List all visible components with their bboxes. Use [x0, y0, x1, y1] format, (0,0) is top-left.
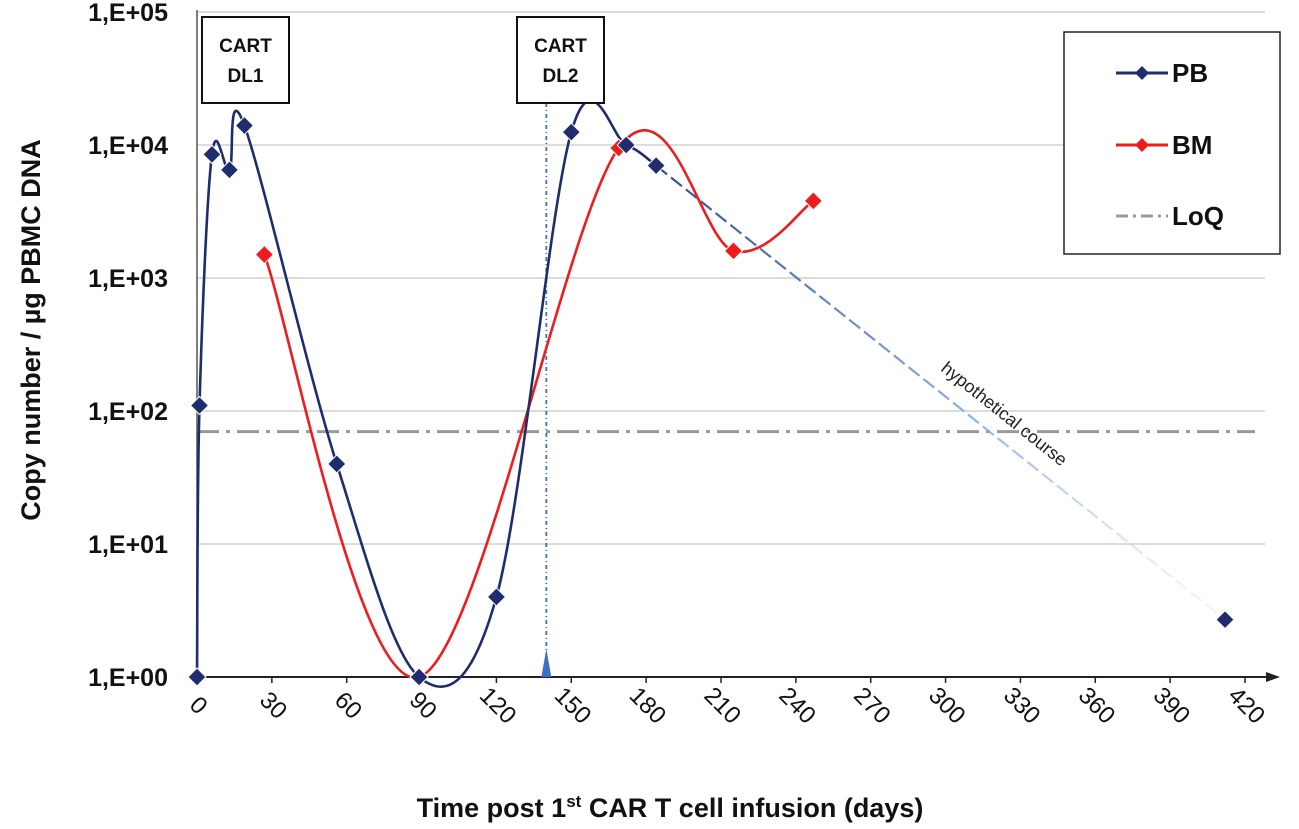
y-axis-title: Copy number / µg PBMC DNA: [16, 139, 46, 521]
pb-point: [189, 395, 210, 416]
legend-bm-label: BM: [1172, 130, 1212, 160]
x-tick-label: 180: [624, 682, 671, 729]
pb-point: [409, 667, 429, 687]
y-tick-label: 1,E+01: [88, 531, 168, 559]
pb-point: [327, 454, 347, 474]
pb-point: [1215, 609, 1235, 630]
legend-bm-marker: [1135, 138, 1149, 152]
cart-dl2-marker-arrow: [541, 649, 552, 677]
legend-pb-label: PB: [1172, 58, 1208, 88]
x-tick-label: 150: [549, 682, 596, 729]
cart-dl1-box-frame: [201, 16, 290, 104]
hypothetical-course-label: hypothetical course: [937, 358, 1071, 470]
x-tick-label: 270: [848, 682, 895, 729]
pb-point: [616, 135, 636, 155]
y-tick-label: 1,E+04: [88, 132, 168, 160]
x-tick-label: 90: [404, 687, 442, 725]
x-axis-title-post: CAR T cell infusion (days): [581, 793, 923, 823]
x-axis-title-pre: Time post 1: [417, 793, 567, 823]
pb-point: [646, 155, 666, 176]
x-axis-title: Time post 1st CAR T cell infusion (days): [417, 792, 924, 823]
y-tick-label: 1,E+03: [88, 265, 168, 293]
pb-point: [234, 115, 255, 136]
x-tick-label: 210: [699, 682, 746, 729]
bm-point: [803, 191, 824, 211]
pb-hypothetical-line: [655, 164, 1226, 621]
pb-point: [187, 667, 207, 687]
pb-point: [219, 160, 240, 180]
y-tick-labels: 1,E+00 1,E+01 1,E+02 1,E+03 1,E+04 1,E+05: [88, 0, 168, 692]
legend: PB BM LoQ: [1063, 31, 1281, 255]
y-tick-label: 1,E+00: [88, 664, 168, 692]
x-tick-label: 420: [1223, 682, 1270, 729]
bm-markers: [254, 138, 824, 687]
cart-dl2-box: CART DL2: [516, 16, 605, 104]
bm-point: [723, 241, 744, 261]
x-tick-label: 390: [1148, 682, 1195, 729]
legend-loq-label: LoQ: [1172, 201, 1224, 231]
bm-series-line: [263, 129, 815, 679]
x-tick-label: 60: [329, 687, 367, 725]
x-axis-arrow: [1266, 672, 1280, 682]
x-tick-labels: 0 30 60 90 120 150 180 210 240 270 300 330 360 390 420: [184, 677, 1270, 729]
pb-point: [561, 122, 581, 142]
y-tick-label: 1,E+05: [88, 0, 168, 27]
cart-dl1-line2: DL1: [228, 66, 264, 87]
legend-frame: [1063, 31, 1281, 255]
pb-markers: [187, 115, 1235, 687]
x-tick-label: 330: [998, 682, 1045, 729]
cart-dl2-box-frame: [516, 16, 605, 104]
cart-dl2-line2: DL2: [543, 66, 579, 87]
x-tick-label: 360: [1073, 682, 1120, 729]
legend-pb-marker: [1135, 66, 1149, 80]
x-tick-label: 0: [184, 691, 213, 720]
x-tick-label: 300: [923, 682, 970, 729]
pb-point: [202, 144, 222, 165]
bm-point: [254, 244, 275, 265]
x-axis-title-sup: st: [566, 792, 581, 811]
x-tick-label: 30: [254, 687, 292, 725]
cart-dl1-box: CART DL1: [201, 16, 290, 104]
cart-dl2-line1: CART: [534, 36, 587, 57]
y-tick-label: 1,E+02: [88, 398, 168, 426]
x-tick-label: 120: [474, 682, 521, 729]
x-tick-label: 240: [773, 682, 820, 729]
cart-dl1-line1: CART: [219, 36, 272, 57]
pb-point: [486, 587, 507, 607]
pb-series-line: [195, 99, 657, 688]
